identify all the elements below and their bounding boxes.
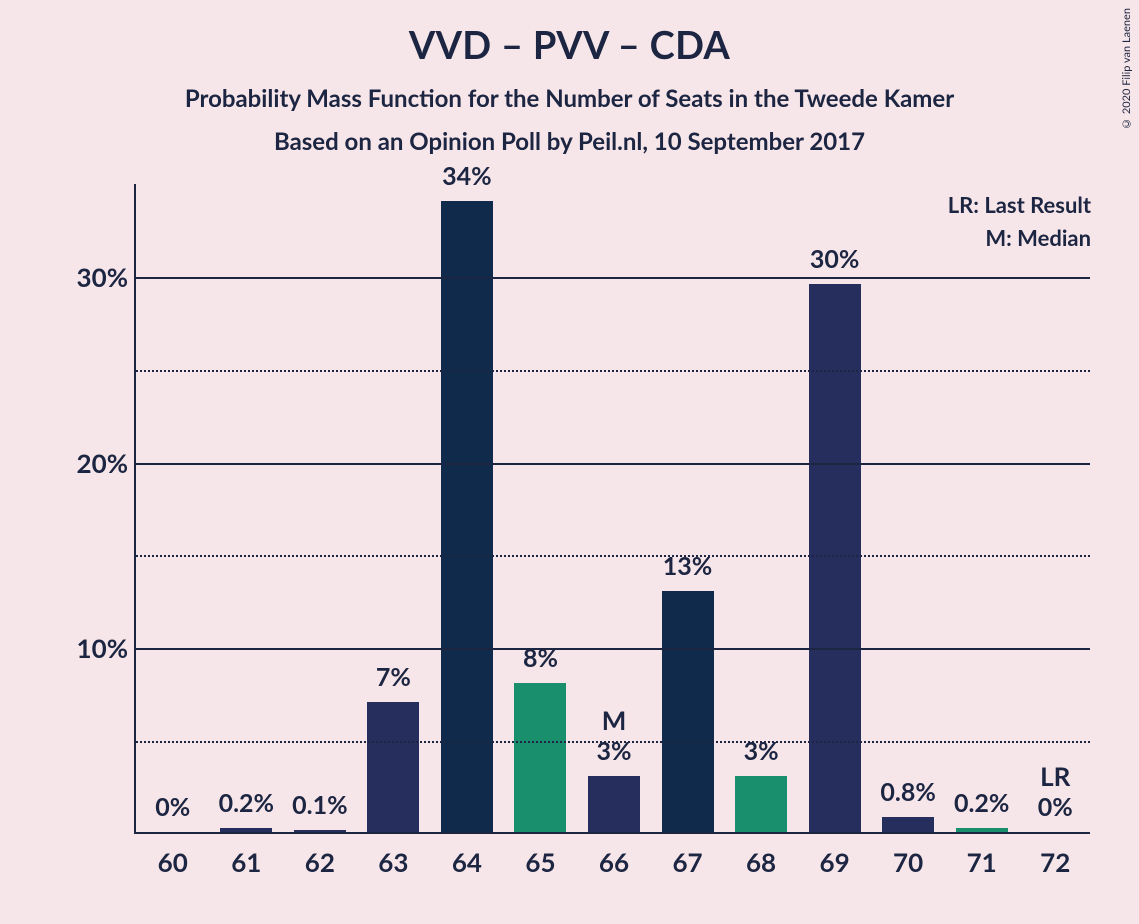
plot-area: 0%600.2%610.1%627%6334%648%653%M6613%673… bbox=[134, 184, 1090, 834]
chart-area: 0%600.2%610.1%627%6334%648%653%M6613%673… bbox=[60, 184, 1100, 834]
bar-slot: 3%M66 bbox=[582, 182, 646, 832]
bar-annotation: M bbox=[602, 704, 627, 736]
bar bbox=[956, 828, 1008, 832]
xtick-label: 63 bbox=[378, 846, 408, 878]
bar bbox=[662, 591, 714, 832]
bar-slot: 8%65 bbox=[508, 182, 572, 832]
gridline-minor bbox=[136, 741, 1090, 743]
bar-slot: 0.8%70 bbox=[876, 182, 940, 832]
xtick-label: 61 bbox=[231, 846, 261, 878]
copyright-text: © 2020 Filip van Laenen bbox=[1120, 8, 1133, 130]
bar bbox=[809, 284, 861, 832]
bar-value-label: 0.2% bbox=[954, 788, 1009, 818]
bar-value-label: 34% bbox=[442, 161, 492, 191]
bar-annotation: LR bbox=[1040, 760, 1070, 792]
xtick-label: 69 bbox=[820, 846, 850, 878]
xtick-label: 71 bbox=[967, 846, 997, 878]
bars-container: 0%600.2%610.1%627%6334%648%653%M6613%673… bbox=[136, 184, 1090, 832]
xtick-label: 72 bbox=[1040, 846, 1070, 878]
bar-value-label: 0.2% bbox=[219, 788, 274, 818]
bar-slot: 0%60 bbox=[141, 182, 205, 832]
bar-value-label: 0% bbox=[155, 792, 190, 822]
bar bbox=[882, 817, 934, 832]
bar bbox=[367, 702, 419, 832]
bar-value-label: 0.8% bbox=[880, 777, 935, 807]
ytick-label: 30% bbox=[77, 261, 128, 293]
chart-subtitle-2: Based on an Opinion Poll by Peil.nl, 10 … bbox=[0, 127, 1139, 156]
bar-value-label: 7% bbox=[376, 662, 411, 692]
bar-slot: 0%LR72 bbox=[1023, 182, 1087, 832]
bar-slot: 13%67 bbox=[656, 182, 720, 832]
xtick-label: 70 bbox=[893, 846, 923, 878]
bar-slot: 3%68 bbox=[729, 182, 793, 832]
chart-title: VVD – PVV – CDA bbox=[0, 22, 1139, 68]
xtick-label: 65 bbox=[525, 846, 555, 878]
xtick-label: 67 bbox=[672, 846, 702, 878]
bar bbox=[588, 776, 640, 832]
bar bbox=[220, 828, 272, 832]
bar bbox=[735, 776, 787, 832]
gridline-minor bbox=[136, 370, 1090, 372]
gridline-major bbox=[136, 648, 1090, 650]
bar-value-label: 0% bbox=[1038, 792, 1073, 822]
gridline-major bbox=[136, 277, 1090, 279]
bar-slot: 0.2%71 bbox=[950, 182, 1014, 832]
bar bbox=[441, 201, 493, 832]
xtick-label: 66 bbox=[599, 846, 629, 878]
chart-subtitle-1: Probability Mass Function for the Number… bbox=[0, 84, 1139, 113]
bar-slot: 7%63 bbox=[361, 182, 425, 832]
bar-slot: 0.1%62 bbox=[288, 182, 352, 832]
bar-slot: 0.2%61 bbox=[214, 182, 278, 832]
gridline-major bbox=[136, 463, 1090, 465]
xtick-label: 64 bbox=[452, 846, 482, 878]
title-block: VVD – PVV – CDA Probability Mass Functio… bbox=[0, 0, 1139, 156]
bar bbox=[294, 830, 346, 832]
bar-slot: 30%69 bbox=[803, 182, 867, 832]
bar-value-label: 30% bbox=[810, 244, 860, 274]
xtick-label: 62 bbox=[305, 846, 335, 878]
bar-value-label: 0.1% bbox=[292, 790, 347, 820]
bar bbox=[514, 683, 566, 832]
xtick-label: 60 bbox=[158, 846, 188, 878]
xtick-label: 68 bbox=[746, 846, 776, 878]
bar-slot: 34%64 bbox=[435, 182, 499, 832]
gridline-minor bbox=[136, 555, 1090, 557]
ytick-label: 20% bbox=[77, 447, 128, 479]
ytick-label: 10% bbox=[77, 632, 128, 664]
